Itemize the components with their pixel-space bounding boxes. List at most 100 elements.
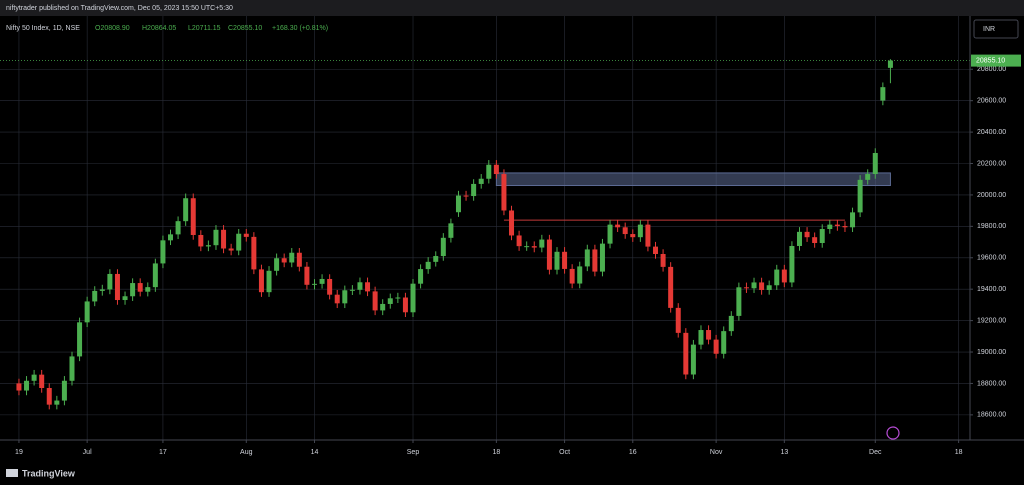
candle-body [175,221,181,235]
y-tick-label: 19600.00 [977,255,1006,262]
candle-body [721,331,727,354]
candle-body [84,301,90,323]
y-tick-label: 18800.00 [977,380,1006,387]
candle-body [311,283,317,285]
candle-body [728,315,734,332]
candle-body [349,289,355,291]
x-tick-label: 13 [780,449,788,456]
flash-icon[interactable] [886,426,900,440]
zone [495,172,891,187]
candle-body [577,266,583,284]
brand-logo [6,469,18,477]
candle-body [221,229,227,249]
x-tick-label: 14 [311,449,319,456]
candle-body [395,297,401,299]
ohlc-low: L20711.15 [188,25,221,32]
x-tick-label: 18 [955,449,963,456]
candle-body [493,164,499,175]
candle-body [759,282,765,290]
y-tick-label: 20400.00 [977,129,1006,136]
candle-body [599,243,605,272]
candle-body [274,258,280,271]
candle-body [562,251,568,269]
candle-body [183,198,189,222]
y-tick-label: 19800.00 [977,223,1006,230]
x-tick-label: Dec [869,449,882,456]
candle-body [455,195,461,213]
candle-body [615,224,621,228]
candle-body [880,87,886,101]
candle-body [637,224,643,238]
candle-body [690,344,696,375]
candle-body [736,287,742,316]
candle-body [228,248,234,251]
candle-body [107,273,113,290]
x-tick-label: Nov [710,449,723,456]
candle-body [501,174,507,211]
candle-body [243,233,249,237]
candle-body [190,198,196,235]
ohlc-close: C20855.10 [228,25,262,32]
currency-box[interactable] [973,19,1019,39]
candle-body [819,229,825,244]
candle-body [137,283,143,292]
candle-body [266,270,272,293]
candle-body [236,233,242,251]
candle-body [683,332,689,375]
candle-body [781,269,787,283]
candle-body [342,290,348,304]
symbol: Nifty 50 Index, 1D, NSE [6,25,80,32]
candle-body [751,282,757,289]
candle-body [160,240,166,264]
candle-body [857,179,863,213]
candle-body [842,226,848,228]
candle-body [258,269,264,293]
ohlc-high: H20864.05 [142,25,176,32]
candle-body [122,296,128,301]
candle-body [425,261,431,270]
candle-body [145,287,151,292]
candle-body [812,237,818,244]
candle-body [789,245,795,283]
candle-body [16,383,22,391]
legend: Nifty 50 Index, 1D, NSE O20808.90 H20864… [6,25,328,32]
candle-body [289,252,295,263]
candle-body [463,195,469,197]
candle-body [251,236,257,270]
candle-body [774,269,780,286]
x-tick-label: 16 [629,449,637,456]
plot [0,16,970,440]
candle-body [213,229,219,246]
candle-body [850,212,856,228]
candle-body [387,298,393,304]
y-tick-label: 19400.00 [977,286,1006,293]
candle-body [77,322,83,357]
y-tick-label: 20600.00 [977,98,1006,105]
candle-body [569,268,575,284]
candle-body [365,282,371,292]
y-tick-label: 18600.00 [977,412,1006,419]
candle-body [531,246,537,248]
candle-body [357,282,363,290]
candle-body [653,246,659,254]
candle-body [834,224,840,227]
candle-body [675,307,681,333]
currency[interactable]: INR [983,26,995,33]
candle-body [743,287,749,289]
candle-body [698,330,704,345]
candle-body [554,251,560,270]
x-tick-label: Sep [407,449,420,456]
candle-body [827,224,833,230]
candle-body [448,223,454,238]
candle-body [486,164,492,179]
candle-body [281,258,287,263]
x-tick-label: Oct [559,449,570,456]
candle-body [706,330,712,340]
y-tick-label: 19000.00 [977,349,1006,356]
candle-body [31,374,37,381]
candle-body [372,291,378,311]
candle-body [39,374,45,389]
candle-body [887,60,893,68]
candle-body [46,388,52,405]
